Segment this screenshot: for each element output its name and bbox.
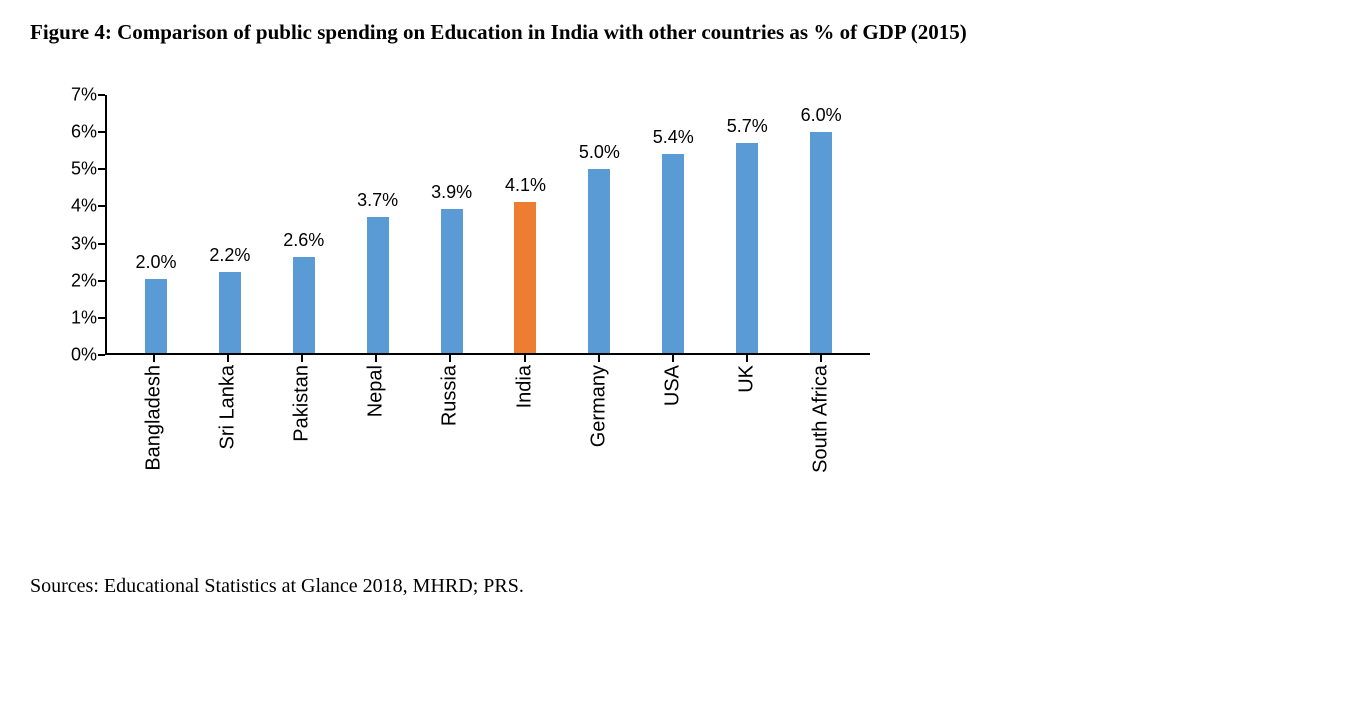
plot-area: 2.0% 2.2% 2.6% 3.7% 3.9% 4.1% 5.0% 5.4% 5.7% 6.0% — [105, 95, 870, 355]
y-tick-label: 4% — [71, 196, 97, 217]
x-tick-mark — [375, 355, 377, 362]
x-tick-mark — [153, 355, 155, 362]
bar-slot: 2.2% — [193, 95, 267, 353]
bar — [293, 257, 315, 353]
bar-slot: 6.0% — [784, 95, 858, 353]
x-tick-label: Sri Lanka — [217, 365, 240, 450]
x-tick-label: USA — [661, 365, 684, 406]
x-tick-mark — [301, 355, 303, 362]
y-tick-mark — [98, 205, 105, 207]
bar — [588, 169, 610, 353]
x-label-slot: UK — [710, 355, 784, 515]
bar-value-label: 2.0% — [135, 252, 176, 273]
y-tick-mark — [98, 317, 105, 319]
x-tick-label: Pakistan — [291, 365, 314, 442]
x-label-slot: Germany — [562, 355, 636, 515]
bar — [145, 279, 167, 353]
bar-value-label: 2.6% — [283, 230, 324, 251]
x-label-slot: Russia — [413, 355, 487, 515]
x-tick-label: India — [513, 365, 536, 408]
x-tick-mark — [449, 355, 451, 362]
y-tick-mark — [98, 280, 105, 282]
x-label-slot: Bangladesh — [117, 355, 191, 515]
bar-value-label: 3.7% — [357, 190, 398, 211]
x-tick-label: Nepal — [365, 365, 388, 417]
source-text: Sources: Educational Statistics at Glanc… — [30, 575, 1324, 598]
x-label-slot: South Africa — [784, 355, 858, 515]
y-tick-label: 1% — [71, 307, 97, 328]
bar-value-label: 5.0% — [579, 142, 620, 163]
bar-value-label: 6.0% — [801, 105, 842, 126]
y-tick-mark — [98, 94, 105, 96]
x-tick-label: Russia — [439, 365, 462, 426]
x-label-slot: Pakistan — [265, 355, 339, 515]
bar-slot: 4.1% — [489, 95, 563, 353]
x-axis: Bangladesh Sri Lanka Pakistan Nepal Russia In… — [105, 355, 870, 515]
bar-slot: 2.0% — [119, 95, 193, 353]
bar-value-label: 5.4% — [653, 127, 694, 148]
bar-slot: 3.9% — [415, 95, 489, 353]
bar-slot: 5.4% — [636, 95, 710, 353]
y-tick-mark — [98, 354, 105, 356]
bar — [367, 217, 389, 353]
x-label-slot: Sri Lanka — [191, 355, 265, 515]
y-tick-label: 0% — [71, 345, 97, 366]
x-tick-label: Bangladesh — [143, 365, 166, 471]
bar — [514, 202, 536, 353]
x-tick-mark — [820, 355, 822, 362]
x-tick-mark — [227, 355, 229, 362]
bar-value-label: 2.2% — [209, 245, 250, 266]
bar-value-label: 5.7% — [727, 116, 768, 137]
bar — [810, 132, 832, 353]
bar-slot: 5.0% — [562, 95, 636, 353]
y-tick-mark — [98, 243, 105, 245]
bar-slot: 3.7% — [341, 95, 415, 353]
y-tick-label: 5% — [71, 159, 97, 180]
y-tick-label: 6% — [71, 122, 97, 143]
bar-value-label: 3.9% — [431, 182, 472, 203]
bar — [662, 154, 684, 353]
x-tick-label: Germany — [587, 365, 610, 447]
x-tick-label: UK — [735, 365, 758, 393]
bar — [441, 209, 463, 353]
x-tick-label: South Africa — [809, 365, 832, 473]
bar-value-label: 4.1% — [505, 175, 546, 196]
y-tick-label: 3% — [71, 233, 97, 254]
x-tick-mark — [746, 355, 748, 362]
x-label-slot: USA — [636, 355, 710, 515]
bar-slot: 5.7% — [710, 95, 784, 353]
y-axis: 0%1%2%3%4%5%6%7% — [50, 95, 105, 355]
x-label-slot: India — [487, 355, 561, 515]
x-tick-mark — [672, 355, 674, 362]
x-tick-mark — [524, 355, 526, 362]
y-tick-mark — [98, 131, 105, 133]
bar — [736, 143, 758, 353]
x-label-slot: Nepal — [339, 355, 413, 515]
bar — [219, 272, 241, 353]
figure-title: Figure 4: Comparison of public spending … — [30, 20, 1324, 45]
y-tick-label: 7% — [71, 85, 97, 106]
chart: 0%1%2%3%4%5%6%7% 2.0%2.2%2.6%3.7%3.9%4.1… — [50, 95, 870, 515]
y-tick-label: 2% — [71, 270, 97, 291]
bar-slot: 2.6% — [267, 95, 341, 353]
y-tick-mark — [98, 168, 105, 170]
x-tick-mark — [598, 355, 600, 362]
